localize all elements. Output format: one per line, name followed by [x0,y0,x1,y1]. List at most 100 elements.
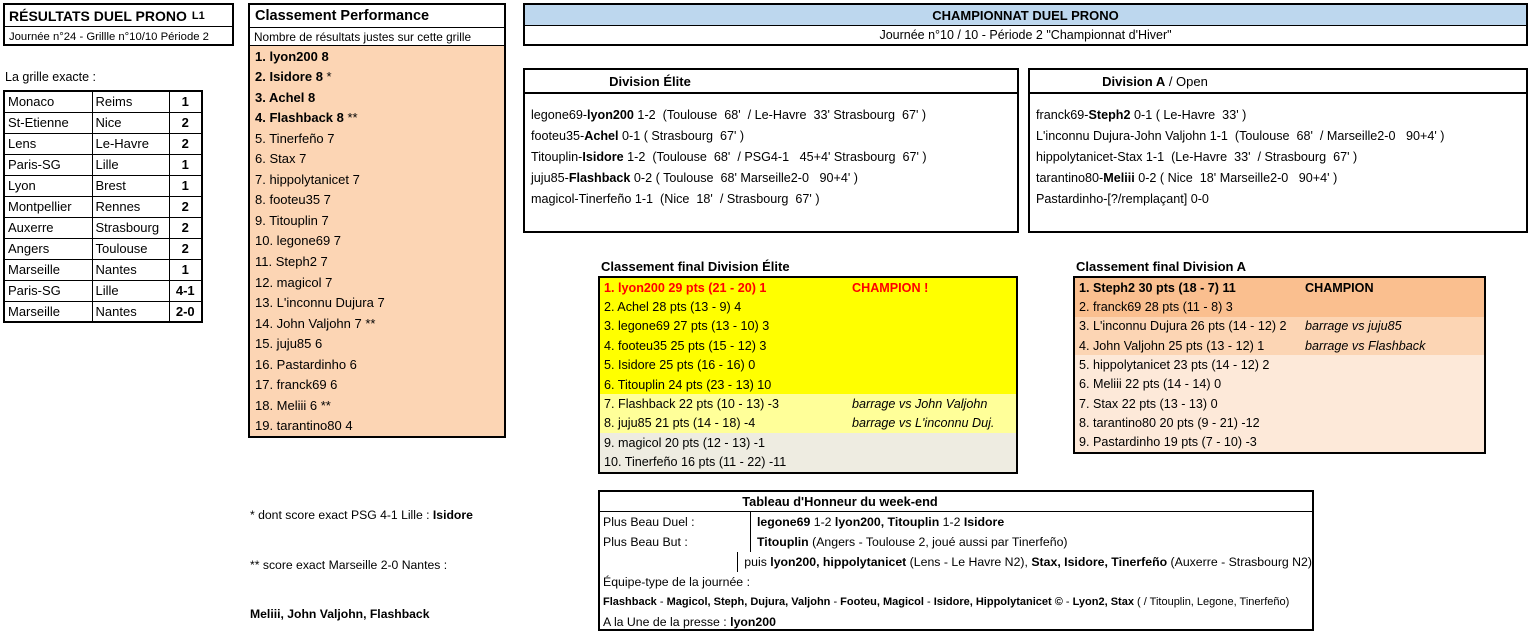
away-team-cell: Nice [91,111,170,134]
grille-row: Monaco Reims 1 [3,90,203,113]
list-item: 1. lyon200 8 [255,48,329,64]
standing-row: 4. John Valjohn 25 pts (13 - 12) 1 barrag… [1075,336,1484,356]
standing-text: 9. magicol 20 pts (12 - 13) -1 [604,435,765,450]
result-cell: 2 [168,216,203,239]
division-a-matches: franck69- Steph2 0-1 ( Le-Havre 33' ) L'i… [1030,94,1526,209]
standing-row: 10. Tinerfeño 16 pts (11 - 22) -11 [600,452,1016,472]
away-team-cell: Le-Havre [91,132,170,155]
footnote-line: Meliii, John Valjohn, Flashback [250,607,430,621]
results-header-panel: RÉSULTATS DUEL PRONO L1 Journée n°24 - G… [3,3,234,46]
list-item: 11. Steph2 7 [255,254,328,270]
standing-text: 5. Isidore 25 pts (16 - 16) 0 [604,358,756,373]
standing-row: 9. magicol 20 pts (12 - 13) -1 [600,433,1016,453]
standing-row: 6. Meliii 22 pts (14 - 14) 0 [1075,374,1484,394]
list-item: 16. Pastardinho 6 [255,356,357,372]
honor-row-label [600,552,739,572]
result-cell: 1 [168,258,203,281]
away-team-cell: Toulouse [91,237,170,260]
result-cell: 1 [168,153,203,176]
home-team-cell: Marseille [3,300,93,323]
standing-note: CHAMPION ! [852,280,929,295]
home-team-cell: Marseille [3,258,93,281]
performance-subtitle: Nombre de résultats justes sur cette gri… [250,28,504,46]
grille-row: Paris-SG Lille 4-1 [3,279,203,302]
list-item: 13. L'inconnu Dujura 7 [255,295,385,311]
results-title-row: RÉSULTATS DUEL PRONO L1 [5,5,232,27]
honor-row-value: Titouplin (Angers - Toulouse 2, joué aus… [757,535,1068,549]
honor-line: Équipe-type de la journée : [603,575,750,589]
list-item: 17. franck69 6 [255,377,338,393]
standing-text: 4. footeu35 25 pts (15 - 12) 3 [604,338,767,353]
standing-text: 2. franck69 28 pts (11 - 8) 3 [1079,299,1233,314]
division-elite-matches: legone69- lyon200 1-2 (Toulouse 68' / Le-… [525,94,1017,209]
away-team-cell: Lille [91,279,170,302]
exact-score-cell: 4-1 [168,279,203,302]
standing-text: 6. Titouplin 24 pts (23 - 13) 10 [604,377,772,392]
honor-row-value: puis lyon200, hippolytanicet (Lens - Le … [744,555,1312,569]
performance-ranking-list: 1. lyon200 8 2. Isidore 8 * 3. Achel 8 4… [250,46,504,436]
list-item: 7. hippolytanicet 7 [255,171,360,187]
honor-board-panel: Tableau d'Honneur du week-end Plus Beau … [598,490,1314,631]
results-league-label: L1 [191,9,205,22]
standing-row: 2. franck69 28 pts (11 - 8) 3 [1075,297,1484,317]
division-elite-header-text: Division Élite [609,73,691,89]
match-line: hippolytanicet-Stax 1-1 (Le-Havre 33' / … [1036,149,1358,164]
standing-row: 7. Stax 22 pts (13 - 13) 0 [1075,394,1484,414]
championship-title: CHAMPIONNAT DUEL PRONO [525,5,1526,26]
match-line: juju85- Flashback 0-2 ( Toulouse 68' Mars… [531,170,858,185]
honor-line-press: A la Une de la presse : lyon200 [603,615,776,629]
list-item: 6. Stax 7 [255,151,307,167]
grille-row: Lyon Brest 1 [3,174,203,197]
result-cell: 2 [168,237,203,260]
standing-row: 5. hippolytanicet 23 pts (14 - 12) 2 [1075,355,1484,375]
grille-row: St-Etienne Nice 2 [3,111,203,134]
list-item: 3. Achel 8 [255,89,316,105]
standing-row: 1. lyon200 29 pts (21 - 20) 1 CHAMPION ! [600,278,1016,298]
match-line: L'inconnu Dujura-John Valjohn 1-1 (Toulo… [1036,128,1445,143]
result-cell: 2 [168,132,203,155]
list-item: 12. magicol 7 [255,274,333,290]
home-team-cell: Lyon [3,174,93,197]
honor-row-label: Plus Beau Duel : [600,512,751,532]
standing-text: 8. tarantino80 20 pts (9 - 21) -12 [1079,415,1260,430]
home-team-cell: St-Etienne [3,111,93,134]
championship-header-panel: CHAMPIONNAT DUEL PRONO Journée n°10 / 10… [523,3,1528,46]
standing-row: 3. legone69 27 pts (13 - 10) 3 [600,316,1016,337]
standing-text: 5. hippolytanicet 23 pts (14 - 12) 2 [1079,357,1270,372]
home-team-cell: Montpellier [3,195,93,218]
division-a-header: Division A / Open [1030,70,1526,94]
honor-row-value: legone69 1-2 lyon200, Titouplin 1-2 Isid… [757,515,1005,529]
match-line: footeu35- Achel 0-1 ( Strasbourg 67' ) [531,128,745,143]
list-item: 4. Flashback 8 ** [255,110,358,126]
footnotes: * dont score exact PSG 4-1 Lille : Isido… [250,474,473,638]
standing-text: 3. legone69 27 pts (13 - 10) 3 [604,319,770,334]
away-team-cell: Lille [91,153,170,176]
cls-elite-title: Classement final Division Élite [601,259,790,274]
division-a-panel: Division A / Open franck69- Steph2 0-1 ( … [1028,68,1528,233]
standing-row: 7. Flashback 22 pts (10 - 13) -3 barrage … [600,394,1016,414]
honor-row: Plus Beau But : Titouplin (Angers - Toul… [600,532,1312,552]
standing-note: barrage vs juju85 [1305,319,1402,334]
honor-board-title: Tableau d'Honneur du week-end [742,494,938,509]
honor-row: puis lyon200, hippolytanicet (Lens - Le … [600,552,1312,572]
grille-row: Lens Le-Havre 2 [3,132,203,155]
standing-note: barrage vs Flashback [1305,338,1426,353]
results-subtitle: Journée n°24 - Grillle n°10/10 Période 2 [9,30,209,43]
standing-row: 9. Pastardinho 19 pts (7 - 10) -3 [1075,432,1484,452]
home-team-cell: Auxerre [3,216,93,239]
standing-row: 2. Achel 28 pts (13 - 9) 4 [600,297,1016,317]
away-team-cell: Brest [91,174,170,197]
standing-text: 10. Tinerfeño 16 pts (11 - 22) -11 [604,455,787,470]
home-team-cell: Paris-SG [3,279,93,302]
result-cell: 2 [168,111,203,134]
match-line: franck69- Steph2 0-1 ( Le-Havre 33' ) [1036,107,1247,122]
match-line: Pastardinho-[?/remplaçant] 0-0 [1036,191,1209,206]
standing-row: 6. Titouplin 24 pts (23 - 13) 10 [600,374,1016,395]
results-title: RÉSULTATS DUEL PRONO [9,7,187,24]
list-item: 2. Isidore 8 * [255,69,332,85]
home-team-cell: Paris-SG [3,153,93,176]
home-team-cell: Monaco [3,90,93,113]
exact-score-cell: 2-0 [168,300,203,323]
grille-row: Paris-SG Lille 1 [3,153,203,176]
cls-a-title: Classement final Division A [1076,259,1247,274]
